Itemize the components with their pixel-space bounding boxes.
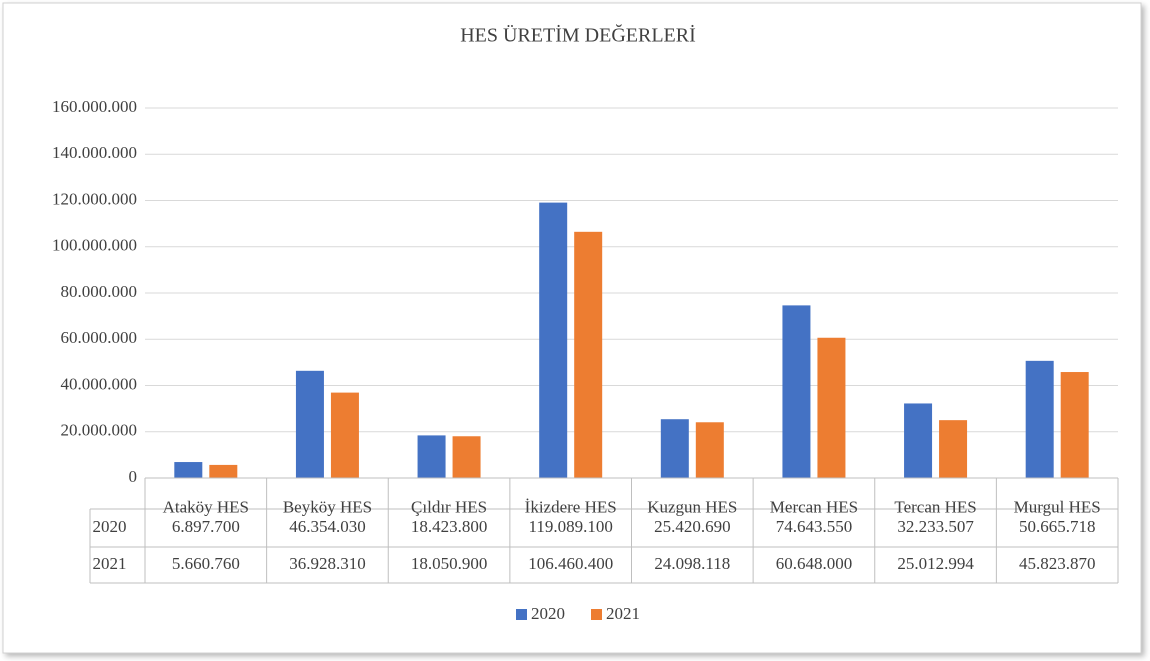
y-tick-label: 160.000.000 bbox=[52, 97, 137, 116]
y-tick-label: 140.000.000 bbox=[52, 143, 137, 162]
bar bbox=[904, 403, 933, 478]
x-tick-label: Mercan HES bbox=[770, 497, 858, 516]
table-cell: 25.420.690 bbox=[654, 517, 731, 536]
table-cell: 119.089.100 bbox=[529, 517, 613, 536]
bar bbox=[1025, 360, 1054, 478]
legend-swatch bbox=[591, 609, 602, 620]
y-tick-label: 0 bbox=[129, 467, 138, 486]
y-tick-label: 80.000.000 bbox=[61, 282, 138, 301]
bar bbox=[295, 370, 324, 478]
table-cell: 60.648.000 bbox=[776, 554, 853, 573]
bar bbox=[330, 392, 359, 478]
bar bbox=[695, 422, 724, 478]
legend-swatch bbox=[516, 609, 527, 620]
table-cell: 5.660.760 bbox=[172, 554, 240, 573]
x-tick-label: Tercan HES bbox=[894, 497, 976, 516]
table-cell: 74.643.550 bbox=[776, 517, 853, 536]
bar bbox=[417, 435, 446, 478]
table-cell: 46.354.030 bbox=[289, 517, 366, 536]
table-row-header: 2021 bbox=[93, 554, 127, 573]
y-tick-label: 40.000.000 bbox=[61, 374, 138, 393]
table-cell: 32.233.507 bbox=[897, 517, 974, 536]
table-cell: 45.823.870 bbox=[1019, 554, 1096, 573]
bar bbox=[660, 419, 689, 478]
table-cell: 25.012.994 bbox=[897, 554, 974, 573]
y-tick-label: 20.000.000 bbox=[61, 421, 138, 440]
table-cell: 18.050.900 bbox=[411, 554, 488, 573]
table-cell: 18.423.800 bbox=[411, 517, 488, 536]
x-tick-label: Ataköy HES bbox=[163, 497, 249, 516]
bar bbox=[782, 305, 811, 478]
bar bbox=[574, 231, 603, 478]
x-tick-label: Kuzgun HES bbox=[647, 497, 737, 516]
bar bbox=[1060, 372, 1089, 478]
table-cell: 36.928.310 bbox=[289, 554, 366, 573]
table-cell: 50.665.718 bbox=[1019, 517, 1096, 536]
x-tick-label: Çıldır HES bbox=[411, 497, 487, 516]
bar bbox=[209, 464, 238, 478]
x-tick-label: İkizdere HES bbox=[525, 497, 617, 516]
bar bbox=[539, 202, 568, 479]
bar bbox=[174, 462, 203, 478]
x-tick-label: Beyköy HES bbox=[283, 497, 372, 516]
legend-label: 2021 bbox=[606, 604, 640, 623]
table-row-header: 2020 bbox=[93, 517, 127, 536]
y-tick-label: 120.000.000 bbox=[52, 189, 137, 208]
legend-label: 2020 bbox=[531, 604, 565, 623]
table-cell: 24.098.118 bbox=[654, 554, 730, 573]
x-tick-label: Murgul HES bbox=[1014, 497, 1101, 516]
bar bbox=[817, 337, 846, 478]
table-cell: 6.897.700 bbox=[172, 517, 240, 536]
y-tick-label: 60.000.000 bbox=[61, 328, 138, 347]
bar bbox=[452, 436, 481, 478]
table-cell: 106.460.400 bbox=[528, 554, 613, 573]
chart-title: HES ÜRETİM DEĞERLERİ bbox=[460, 24, 696, 47]
chart-frame bbox=[2, 2, 1142, 654]
bar bbox=[939, 420, 968, 478]
y-tick-label: 100.000.000 bbox=[52, 236, 137, 255]
